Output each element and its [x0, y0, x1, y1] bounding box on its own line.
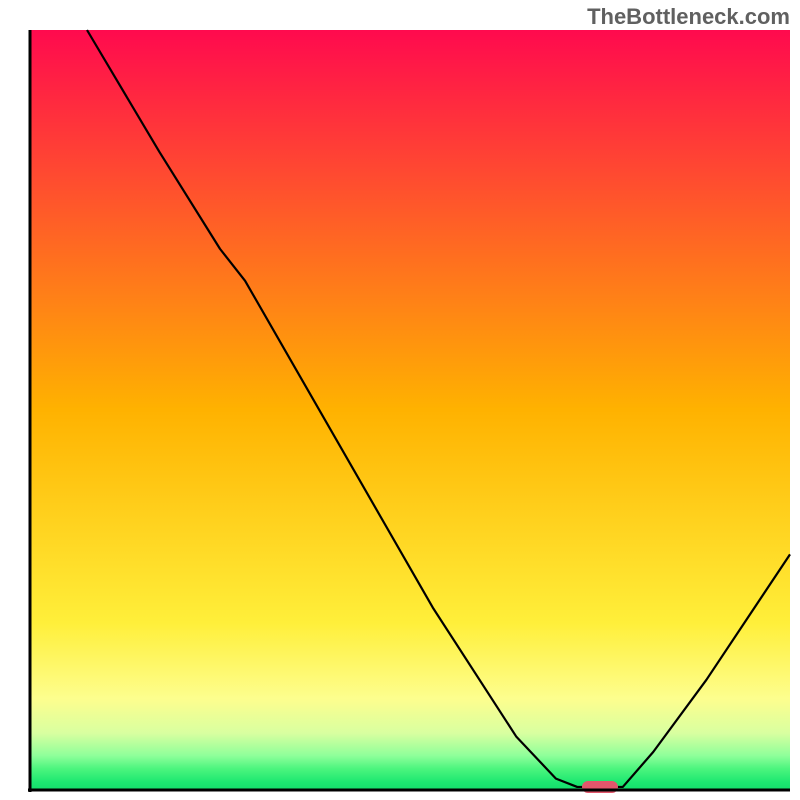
- bottleneck-chart: [0, 0, 800, 800]
- chart-container: TheBottleneck.com: [0, 0, 800, 800]
- plot-background: [30, 30, 790, 790]
